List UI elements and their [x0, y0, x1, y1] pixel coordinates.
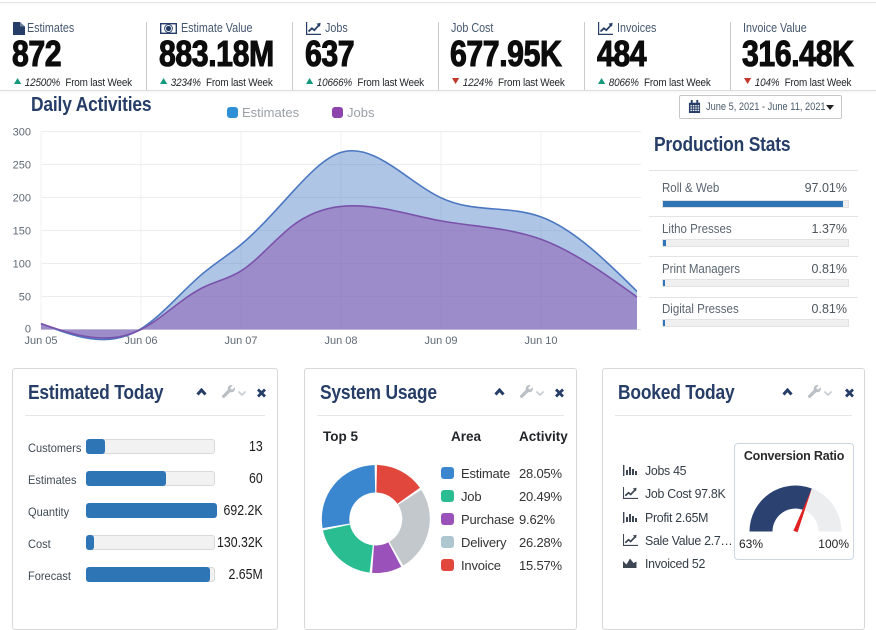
svg-text:Jun 06: Jun 06 — [124, 335, 157, 347]
svg-text:150: 150 — [13, 226, 31, 238]
svg-text:Jun 07: Jun 07 — [224, 335, 257, 347]
svg-text:0: 0 — [25, 324, 31, 336]
svg-text:200: 200 — [13, 193, 31, 205]
svg-text:50: 50 — [19, 292, 31, 304]
svg-text:250: 250 — [13, 160, 31, 172]
svg-text:Jun 10: Jun 10 — [524, 335, 557, 347]
svg-text:Jun 09: Jun 09 — [424, 335, 457, 347]
svg-text:Jun 05: Jun 05 — [24, 335, 57, 347]
svg-text:300: 300 — [13, 127, 31, 139]
svg-text:Jun 08: Jun 08 — [324, 335, 357, 347]
svg-text:100: 100 — [13, 259, 31, 271]
